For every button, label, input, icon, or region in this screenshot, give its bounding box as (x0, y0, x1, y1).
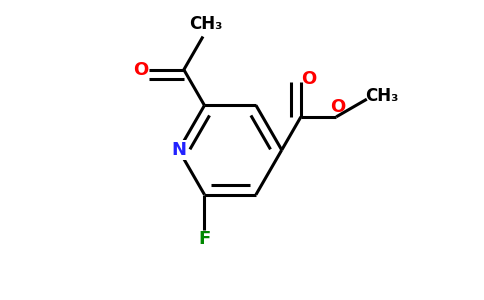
Text: N: N (171, 141, 186, 159)
Text: O: O (133, 61, 148, 79)
Text: O: O (301, 70, 316, 88)
Text: O: O (330, 98, 345, 116)
Text: CH₃: CH₃ (189, 15, 223, 33)
Text: F: F (198, 230, 211, 248)
Text: CH₃: CH₃ (365, 87, 398, 105)
